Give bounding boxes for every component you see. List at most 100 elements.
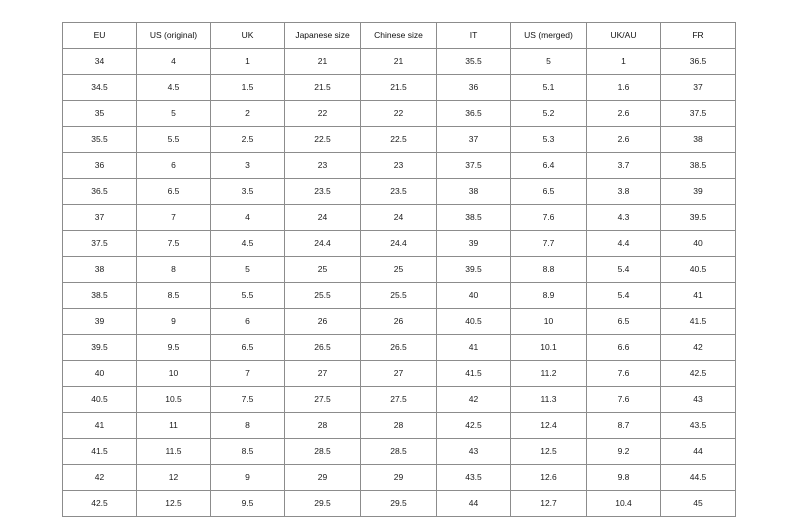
table-cell: 41.5 xyxy=(62,438,137,465)
table-cell: 38.5 xyxy=(436,204,511,231)
table-cell: 6.4 xyxy=(510,152,587,179)
table-cell: 38.5 xyxy=(660,152,736,179)
table-cell: 8.5 xyxy=(210,438,285,465)
table-cell: 42 xyxy=(62,464,137,491)
table-cell: 4.5 xyxy=(136,74,211,101)
column-header-uk-au: UK/AU xyxy=(586,22,661,49)
table-cell: 35.5 xyxy=(62,126,137,153)
table-cell: 26.5 xyxy=(284,334,361,361)
table-cell: 6.6 xyxy=(586,334,661,361)
column-header-fr: FR xyxy=(660,22,736,49)
table-cell: 40 xyxy=(62,360,137,387)
table-cell: 9.5 xyxy=(136,334,211,361)
table-cell: 42.5 xyxy=(436,412,511,439)
table-row: 36.5 6.5 3.5 23.5 23.5 38 6.5 3.8 39 xyxy=(62,178,736,205)
table-cell: 10.1 xyxy=(510,334,587,361)
table-cell: 10.4 xyxy=(586,490,661,517)
table-row: 39 9 6 26 26 40.5 10 6.5 41.5 xyxy=(62,308,736,335)
table-cell: 43 xyxy=(660,386,736,413)
table-cell: 1 xyxy=(586,48,661,75)
table-cell: 36.5 xyxy=(62,178,137,205)
table-cell: 38 xyxy=(660,126,736,153)
table-cell: 3.8 xyxy=(586,178,661,205)
table-cell: 36 xyxy=(62,152,137,179)
table-body: 34 4 1 21 21 35.5 5 1 36.5 34.5 4.5 1.5 21.5 21.5 36 5.… xyxy=(62,48,736,517)
table-cell: 11.2 xyxy=(510,360,587,387)
column-header-uk: UK xyxy=(210,22,285,49)
column-header-chinese-size: Chinese size xyxy=(360,22,437,49)
table-cell: 29 xyxy=(284,464,361,491)
table-cell: 10 xyxy=(510,308,587,335)
table-cell: 9.2 xyxy=(586,438,661,465)
table-cell: 25 xyxy=(284,256,361,283)
table-cell: 11 xyxy=(136,412,211,439)
table-cell: 42.5 xyxy=(660,360,736,387)
table-cell: 4 xyxy=(136,48,211,75)
table-cell: 10.5 xyxy=(136,386,211,413)
table-cell: 39.5 xyxy=(436,256,511,283)
table-cell: 9.5 xyxy=(210,490,285,517)
table-cell: 42 xyxy=(660,334,736,361)
table-cell: 29.5 xyxy=(284,490,361,517)
size-conversion-table: EU US (original) UK Japanese size Chinese si… xyxy=(62,22,736,517)
table-cell: 6.5 xyxy=(510,178,587,205)
table-cell: 25 xyxy=(360,256,437,283)
table-row: 39.5 9.5 6.5 26.5 26.5 41 10.1 6.6 42 xyxy=(62,334,736,361)
table-cell: 6.5 xyxy=(210,334,285,361)
table-cell: 24 xyxy=(360,204,437,231)
table-cell: 9 xyxy=(210,464,285,491)
table-row: 36 6 3 23 23 37.5 6.4 3.7 38.5 xyxy=(62,152,736,179)
table-cell: 6.5 xyxy=(586,308,661,335)
table-cell: 34 xyxy=(62,48,137,75)
column-header-it: IT xyxy=(436,22,511,49)
table-cell: 7.5 xyxy=(210,386,285,413)
table-cell: 5 xyxy=(136,100,211,127)
table-cell: 2.6 xyxy=(586,126,661,153)
table-row: 37.5 7.5 4.5 24.4 24.4 39 7.7 4.4 40 xyxy=(62,230,736,257)
table-row: 40 10 7 27 27 41.5 11.2 7.6 42.5 xyxy=(62,360,736,387)
table-cell: 37.5 xyxy=(62,230,137,257)
table-row: 35.5 5.5 2.5 22.5 22.5 37 5.3 2.6 38 xyxy=(62,126,736,153)
table-cell: 45 xyxy=(660,490,736,517)
table-row: 42 12 9 29 29 43.5 12.6 9.8 44.5 xyxy=(62,464,736,491)
table-cell: 21 xyxy=(360,48,437,75)
table-cell: 44.5 xyxy=(660,464,736,491)
table-cell: 35.5 xyxy=(436,48,511,75)
table-cell: 37.5 xyxy=(660,100,736,127)
table-header-row: EU US (original) UK Japanese size Chinese si… xyxy=(62,22,736,49)
table-cell: 12 xyxy=(136,464,211,491)
table-cell: 37 xyxy=(436,126,511,153)
table-cell: 22 xyxy=(284,100,361,127)
table-cell: 27 xyxy=(284,360,361,387)
table-cell: 1.6 xyxy=(586,74,661,101)
table-cell: 42 xyxy=(436,386,511,413)
table-cell: 5 xyxy=(210,256,285,283)
table-row: 34.5 4.5 1.5 21.5 21.5 36 5.1 1.6 37 xyxy=(62,74,736,101)
table-cell: 23 xyxy=(360,152,437,179)
table-cell: 2 xyxy=(210,100,285,127)
table-cell: 5.4 xyxy=(586,256,661,283)
table-cell: 40.5 xyxy=(660,256,736,283)
table-cell: 37 xyxy=(660,74,736,101)
table-cell: 38 xyxy=(436,178,511,205)
table-cell: 3.5 xyxy=(210,178,285,205)
table-cell: 23 xyxy=(284,152,361,179)
table-cell: 25.5 xyxy=(360,282,437,309)
table-cell: 2.6 xyxy=(586,100,661,127)
table-cell: 12.7 xyxy=(510,490,587,517)
table-cell: 36 xyxy=(436,74,511,101)
table-cell: 39 xyxy=(436,230,511,257)
table-cell: 37 xyxy=(62,204,137,231)
column-header-us-original: US (original) xyxy=(136,22,211,49)
table-cell: 28 xyxy=(284,412,361,439)
table-cell: 5.1 xyxy=(510,74,587,101)
table-cell: 5.5 xyxy=(210,282,285,309)
table-cell: 7.6 xyxy=(510,204,587,231)
table-cell: 6 xyxy=(210,308,285,335)
table-cell: 25.5 xyxy=(284,282,361,309)
table-cell: 26.5 xyxy=(360,334,437,361)
table-cell: 12.5 xyxy=(510,438,587,465)
table-cell: 28.5 xyxy=(284,438,361,465)
table-cell: 9.8 xyxy=(586,464,661,491)
table-cell: 43 xyxy=(436,438,511,465)
